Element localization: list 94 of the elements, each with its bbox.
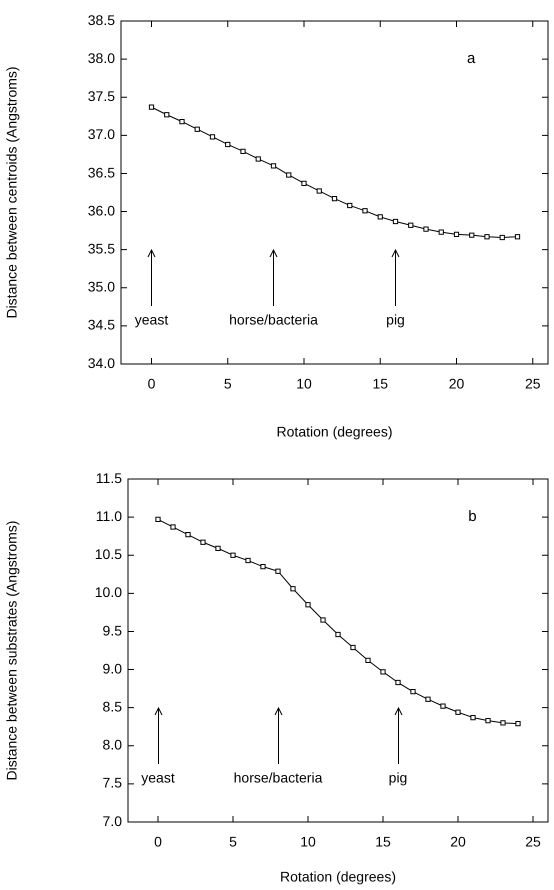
x-tick-label: 25 [524, 375, 541, 392]
point [164, 112, 170, 118]
x-tick-label: 10 [296, 375, 312, 392]
ref-line-label: horse/bacteria [234, 770, 323, 786]
point [408, 222, 414, 228]
point [500, 720, 506, 726]
y-tick-label: 35.0 [88, 278, 116, 295]
point [170, 524, 176, 530]
point [332, 196, 338, 202]
ref-line-label: pig [386, 312, 405, 328]
point [455, 710, 461, 715]
point [270, 163, 276, 168]
point [378, 214, 383, 220]
point [245, 558, 251, 564]
point [210, 134, 216, 140]
x-axis-title: Rotation (degrees) [280, 868, 396, 884]
point [230, 552, 236, 558]
y-tick-label: 11.5 [96, 470, 122, 486]
y-tick-label: 9.5 [102, 622, 122, 638]
y-axis-title: Distance between substrates (Angstroms) [3, 520, 20, 780]
x-tick-label: 25 [525, 833, 541, 850]
y-tick-label: 10.0 [94, 584, 122, 600]
point [256, 156, 261, 162]
ref-line-label: horse/bacteria [229, 312, 318, 328]
ref-line-label: pig [388, 770, 408, 786]
point [290, 586, 296, 592]
point [275, 568, 281, 574]
y-tick-label: 37.0 [88, 126, 116, 142]
y-tick-label: 34.0 [88, 354, 116, 371]
point [185, 532, 191, 538]
x-tick-label: 0 [154, 833, 162, 850]
y-tick-label: 38.0 [88, 50, 116, 66]
y-tick-label: 37.5 [88, 88, 116, 104]
x-tick-label: 5 [229, 833, 238, 850]
x-tick-label: 5 [224, 375, 232, 392]
point [365, 658, 371, 664]
point [454, 232, 460, 238]
y-tick-label: 10.5 [94, 546, 122, 562]
point [155, 516, 161, 522]
point [179, 118, 185, 124]
y-tick-label: 8.5 [102, 698, 122, 715]
y-tick-label: 7.0 [102, 812, 122, 829]
point [500, 234, 505, 240]
y-tick-label: 34.5 [88, 316, 116, 333]
point [470, 714, 476, 720]
ref-line-label: yeast [134, 312, 168, 328]
point [515, 721, 521, 726]
y-tick-label: 36.0 [88, 202, 116, 218]
point [305, 602, 311, 608]
point [320, 617, 326, 623]
point [148, 104, 154, 110]
point [215, 546, 221, 551]
point [225, 142, 230, 148]
point [423, 226, 429, 232]
y-axis-title: Distance between centroids (Angstroms) [3, 66, 20, 319]
point [410, 689, 416, 694]
x-axis-title: Rotation (degrees) [276, 423, 392, 440]
point [514, 234, 520, 240]
x-tick-label: 15 [375, 833, 391, 850]
point [347, 202, 352, 208]
y-tick-label: 11.0 [96, 508, 122, 524]
point [392, 218, 398, 224]
y-tick-label: 8.0 [102, 736, 122, 753]
point [335, 632, 341, 638]
annotation: b [468, 508, 477, 525]
point [440, 704, 446, 709]
point [484, 234, 490, 240]
point [485, 718, 491, 724]
point [425, 696, 431, 702]
x-tick-label: 20 [448, 375, 464, 392]
point [395, 680, 401, 686]
point [194, 126, 200, 132]
point [286, 172, 292, 178]
point [469, 232, 474, 238]
point [350, 644, 356, 650]
x-tick-label: 0 [148, 375, 156, 392]
y-tick-label: 7.5 [102, 774, 122, 791]
point [301, 180, 307, 186]
y-tick-label: 36.5 [88, 164, 116, 180]
y-tick-label: 9.0 [102, 660, 122, 676]
y-tick-label: 38.5 [88, 12, 116, 28]
x-tick-label: 15 [372, 375, 388, 392]
point [438, 230, 444, 235]
ref-line-label: yeast [141, 770, 175, 786]
x-tick-label: 10 [300, 833, 316, 850]
point [380, 669, 386, 674]
point [260, 564, 266, 570]
point [200, 540, 206, 545]
y-tick-label: 35.5 [88, 240, 116, 257]
point [362, 208, 368, 214]
point [240, 148, 246, 154]
point [316, 188, 322, 194]
annotation: a [466, 50, 476, 67]
x-tick-label: 20 [450, 833, 466, 850]
